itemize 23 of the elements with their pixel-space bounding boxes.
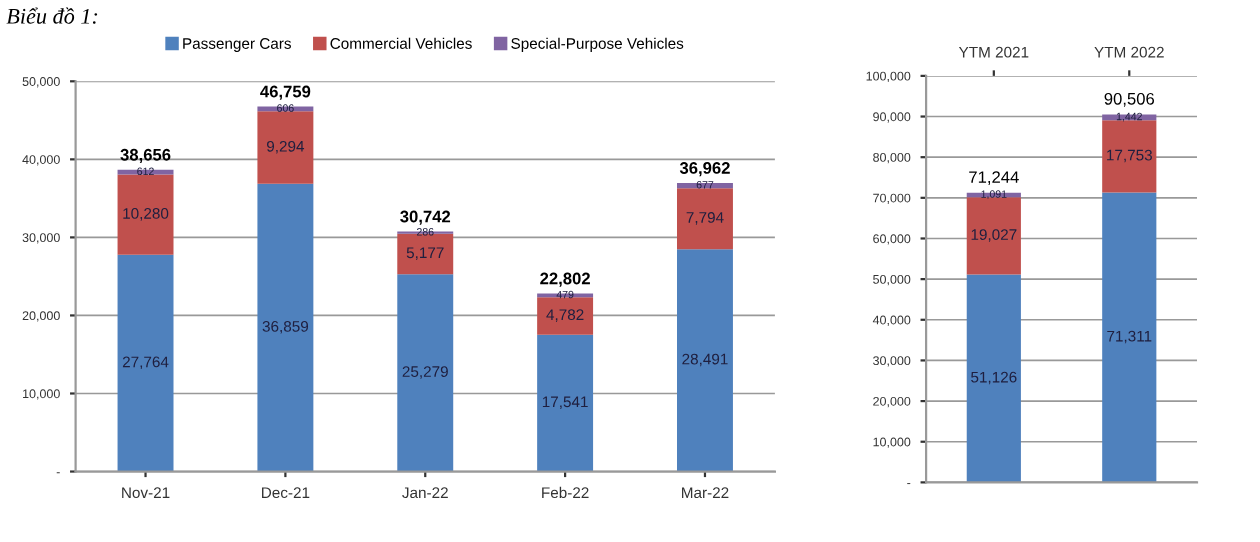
total-label: 38,656 <box>120 148 171 164</box>
bar <box>966 274 1021 483</box>
total-label: 22,802 <box>540 272 590 287</box>
bar <box>397 274 454 472</box>
total-label: 30,742 <box>400 210 451 225</box>
bar <box>537 334 594 472</box>
bar <box>117 254 174 472</box>
bar <box>397 233 454 275</box>
bar <box>1102 192 1157 483</box>
bar <box>966 197 1021 275</box>
bar <box>257 111 314 184</box>
total-label: 71,244 <box>969 171 1019 185</box>
bar <box>1102 120 1157 193</box>
bar <box>1102 114 1157 121</box>
bar <box>677 249 733 472</box>
bar <box>117 174 174 255</box>
bar <box>537 297 594 335</box>
total-label: 46,759 <box>260 85 311 100</box>
chart-title: Biểu đồ 1: <box>6 7 98 24</box>
bar <box>677 188 733 250</box>
bar <box>257 183 314 472</box>
total-label: 36,962 <box>679 162 730 177</box>
total-label: 90,506 <box>1104 92 1155 107</box>
